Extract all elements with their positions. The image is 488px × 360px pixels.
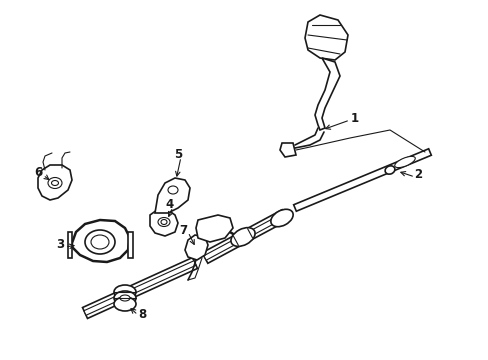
Ellipse shape <box>394 156 414 168</box>
Ellipse shape <box>270 209 292 227</box>
Text: 6: 6 <box>34 166 42 180</box>
Text: 7: 7 <box>179 224 187 237</box>
Polygon shape <box>38 165 72 200</box>
Polygon shape <box>84 261 196 315</box>
Polygon shape <box>280 143 295 157</box>
Ellipse shape <box>168 186 178 194</box>
Polygon shape <box>196 215 232 242</box>
Polygon shape <box>184 235 207 260</box>
Ellipse shape <box>114 285 136 299</box>
Polygon shape <box>203 213 285 260</box>
Polygon shape <box>305 15 347 60</box>
Ellipse shape <box>91 235 109 249</box>
Polygon shape <box>150 210 178 236</box>
Ellipse shape <box>158 217 170 226</box>
Ellipse shape <box>48 177 62 189</box>
Ellipse shape <box>385 166 394 174</box>
Ellipse shape <box>161 220 167 225</box>
Text: 4: 4 <box>165 198 174 211</box>
Ellipse shape <box>114 297 136 311</box>
Text: 2: 2 <box>413 168 421 181</box>
Polygon shape <box>82 257 197 319</box>
Text: 5: 5 <box>174 148 182 162</box>
Text: 8: 8 <box>138 309 146 321</box>
Ellipse shape <box>51 180 59 185</box>
Ellipse shape <box>114 291 136 305</box>
Polygon shape <box>155 178 190 213</box>
Polygon shape <box>128 232 133 258</box>
Text: 3: 3 <box>56 238 64 252</box>
Ellipse shape <box>230 228 255 246</box>
Polygon shape <box>68 232 72 258</box>
Polygon shape <box>72 220 130 262</box>
Ellipse shape <box>120 295 130 301</box>
Ellipse shape <box>85 230 115 254</box>
Polygon shape <box>293 149 430 211</box>
Polygon shape <box>314 58 339 130</box>
Text: 1: 1 <box>350 112 358 125</box>
Polygon shape <box>202 210 287 263</box>
